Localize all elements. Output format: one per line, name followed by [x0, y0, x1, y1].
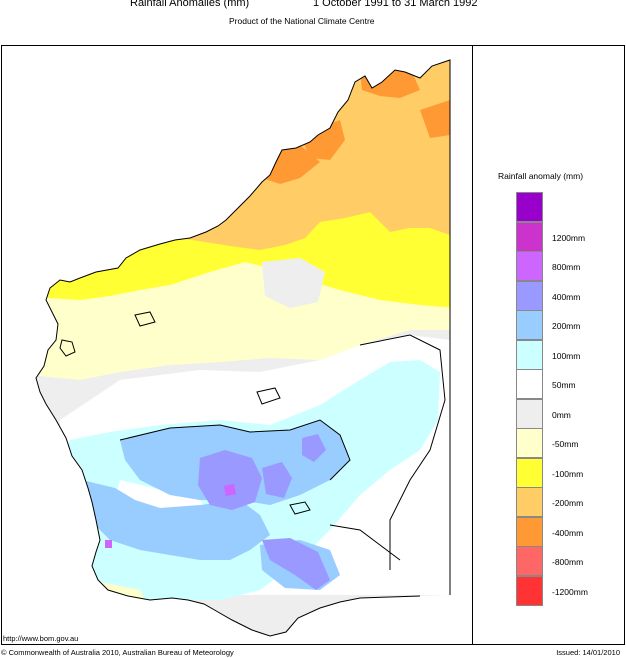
map-subtitle: Product of the National Climate Centre: [229, 16, 375, 26]
map-period: 1 October 1991 to 31 March 1992: [313, 0, 478, 9]
legend-swatch: [516, 339, 543, 370]
legend-label: 800mm: [552, 262, 581, 273]
legend-swatch: [516, 575, 543, 606]
rainfall-map: [35, 59, 451, 637]
legend-label: 0mm: [552, 409, 571, 420]
legend-swatch: [516, 546, 543, 576]
legend-swatch: [516, 369, 543, 399]
legend-label: -200mm: [552, 498, 584, 509]
wa-coastline: [35, 59, 451, 637]
legend-divider: [472, 45, 473, 645]
legend-title: Rainfall anomaly (mm): [498, 171, 584, 181]
legend-swatch: [516, 221, 543, 252]
source-url: http://www.bom.gov.au: [3, 634, 79, 643]
legend-label: -800mm: [552, 557, 584, 568]
legend-label: -100mm: [552, 468, 584, 479]
legend-swatch: [516, 251, 543, 281]
legend-label: 400mm: [552, 291, 581, 302]
legend-swatch: [516, 310, 543, 340]
legend-swatch: [516, 457, 543, 488]
legend-label: 50mm: [552, 380, 576, 391]
map-frame: [1, 45, 625, 645]
legend-swatch: [516, 428, 543, 458]
legend-swatch: [516, 487, 543, 517]
legend-swatch: [516, 192, 543, 222]
issued-date: Issued: 14/01/2010: [556, 648, 620, 657]
legend-label: -400mm: [552, 527, 584, 538]
legend-label: 100mm: [552, 350, 581, 361]
map-title: Rainfall Anomalies (mm): [130, 0, 250, 9]
legend-swatch: [516, 516, 543, 547]
legend-swatch: [516, 280, 543, 311]
copyright-text: © Commonwealth of Australia 2010, Austra…: [1, 648, 234, 657]
legend-label: -50mm: [552, 439, 579, 450]
legend-swatch: [516, 398, 543, 429]
legend-label: -1200mm: [552, 586, 588, 597]
legend-label: 200mm: [552, 321, 581, 332]
legend-label: 1200mm: [552, 232, 586, 243]
